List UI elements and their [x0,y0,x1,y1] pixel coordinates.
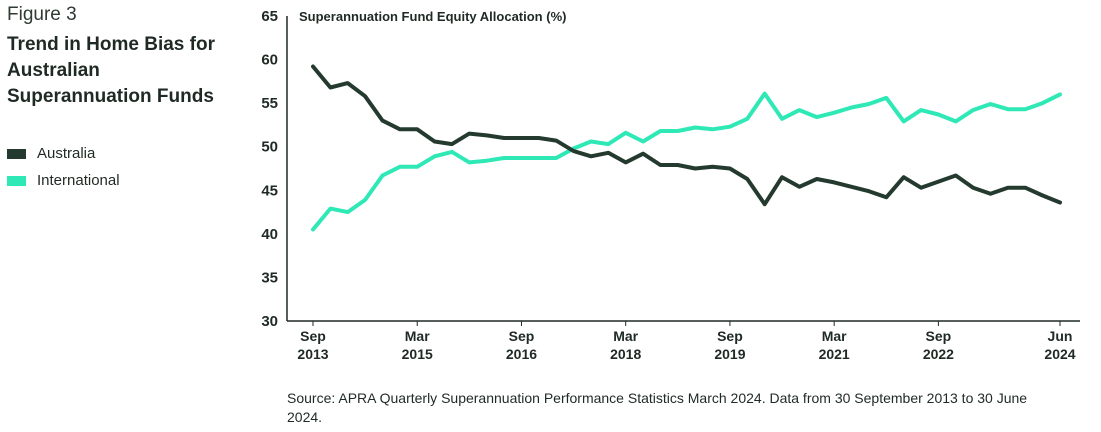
legend-label-international: International [37,172,120,189]
x-tick-label-month: Mar [405,328,430,344]
y-tick-label: 60 [261,52,278,69]
x-tick-label-year: 2018 [610,346,641,362]
x-tick-label-month: Sep [300,328,326,344]
legend-item-australia: Australia [7,140,120,167]
source-note: Source: APRA Quarterly Superannuation Pe… [287,390,1028,425]
x-tick-label-month: Sep [717,328,743,344]
x-tick-label-month: Sep [509,328,535,344]
figure-title: Trend in Home Bias for Australian Supera… [7,34,215,107]
x-tick-label-year: 2021 [819,346,850,362]
y-tick-label: 30 [261,313,278,330]
legend-label-australia: Australia [37,145,96,162]
y-tick-label: 40 [261,226,278,243]
x-tick-label-year: 2019 [714,346,745,362]
x-tick-label-year: 2022 [923,346,954,362]
y-tick-label: 65 [261,8,278,25]
x-tick-label-year: 2024 [1044,346,1075,362]
chart-legend: Australia International [7,140,120,194]
x-tick-label-year: 2016 [506,346,537,362]
legend-item-international: International [7,167,120,194]
y-tick-label: 55 [261,95,278,112]
legend-swatch-australia [7,148,26,159]
figure-label: Figure 3 [7,4,77,25]
x-tick-label-month: Mar [822,328,847,344]
x-tick-label-month: Mar [613,328,638,344]
y-tick-label: 50 [261,139,278,156]
line-chart: Superannuation Fund Equity Allocation (%… [261,8,1080,362]
legend-swatch-international [7,175,26,186]
series-line-international [311,91,1062,232]
y-tick-label: 35 [261,269,278,286]
x-tick-label-month: Jun [1048,328,1073,344]
series-line-australia [311,64,1062,207]
x-tick-label-month: Sep [926,328,952,344]
x-tick-label-year: 2013 [297,346,328,362]
y-tick-label: 45 [261,182,278,199]
chart-title: Superannuation Fund Equity Allocation (%… [299,9,566,24]
x-tick-label-year: 2015 [402,346,433,362]
